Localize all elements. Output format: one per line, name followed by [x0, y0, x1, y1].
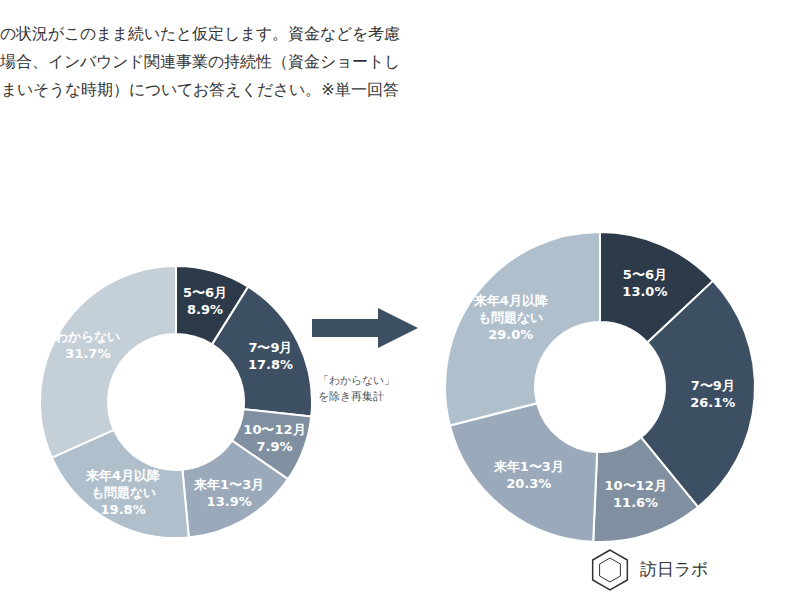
svg-text:7.9%: 7.9%: [256, 439, 292, 454]
svg-text:来年4月以降: 来年4月以降: [473, 293, 549, 308]
svg-text:も問題ない: も問題ない: [91, 485, 156, 500]
svg-text:7〜9月: 7〜9月: [248, 340, 292, 355]
svg-text:13.0%: 13.0%: [622, 284, 667, 299]
svg-text:10〜12月: 10〜12月: [604, 478, 666, 493]
svg-text:「わからない」: 「わからない」: [318, 374, 395, 387]
svg-text:26.1%: 26.1%: [690, 395, 735, 410]
svg-text:てしまいそうな時期）についてお答えください。※単一回答: てしまいそうな時期）についてお答えください。※単一回答: [0, 80, 399, 99]
svg-text:5〜6月: 5〜6月: [623, 267, 667, 282]
svg-text:19.8%: 19.8%: [101, 502, 146, 517]
svg-text:わからない: わからない: [54, 329, 120, 344]
svg-text:10〜12月: 10〜12月: [243, 422, 305, 437]
svg-text:20.3%: 20.3%: [506, 476, 551, 491]
svg-text:29.0%: 29.0%: [488, 327, 533, 342]
svg-text:17.8%: 17.8%: [248, 357, 293, 372]
svg-text:訪日ラボ: 訪日ラボ: [640, 559, 708, 579]
svg-text:11.6%: 11.6%: [613, 495, 658, 510]
svg-text:を除き再集計: を除き再集計: [318, 390, 384, 403]
svg-text:来年4月以降: 来年4月以降: [85, 468, 161, 483]
svg-text:した場合、インバウンド関連事業の持続性（資金ショートし: した場合、インバウンド関連事業の持続性（資金ショートし: [0, 52, 400, 71]
svg-text:8.9%: 8.9%: [187, 302, 223, 317]
svg-text:31.7%: 31.7%: [65, 346, 110, 361]
svg-text:来年1〜3月: 来年1〜3月: [493, 459, 564, 474]
svg-text:も問題ない: も問題ない: [478, 310, 543, 325]
svg-text:現在の状況がこのまま続いたと仮定します。資金などを考慮: 現在の状況がこのまま続いたと仮定します。資金などを考慮: [0, 24, 400, 43]
svg-text:5〜6月: 5〜6月: [183, 285, 227, 300]
svg-text:7〜9月: 7〜9月: [691, 378, 735, 393]
svg-text:13.9%: 13.9%: [207, 494, 252, 509]
svg-text:来年1〜3月: 来年1〜3月: [193, 477, 264, 492]
